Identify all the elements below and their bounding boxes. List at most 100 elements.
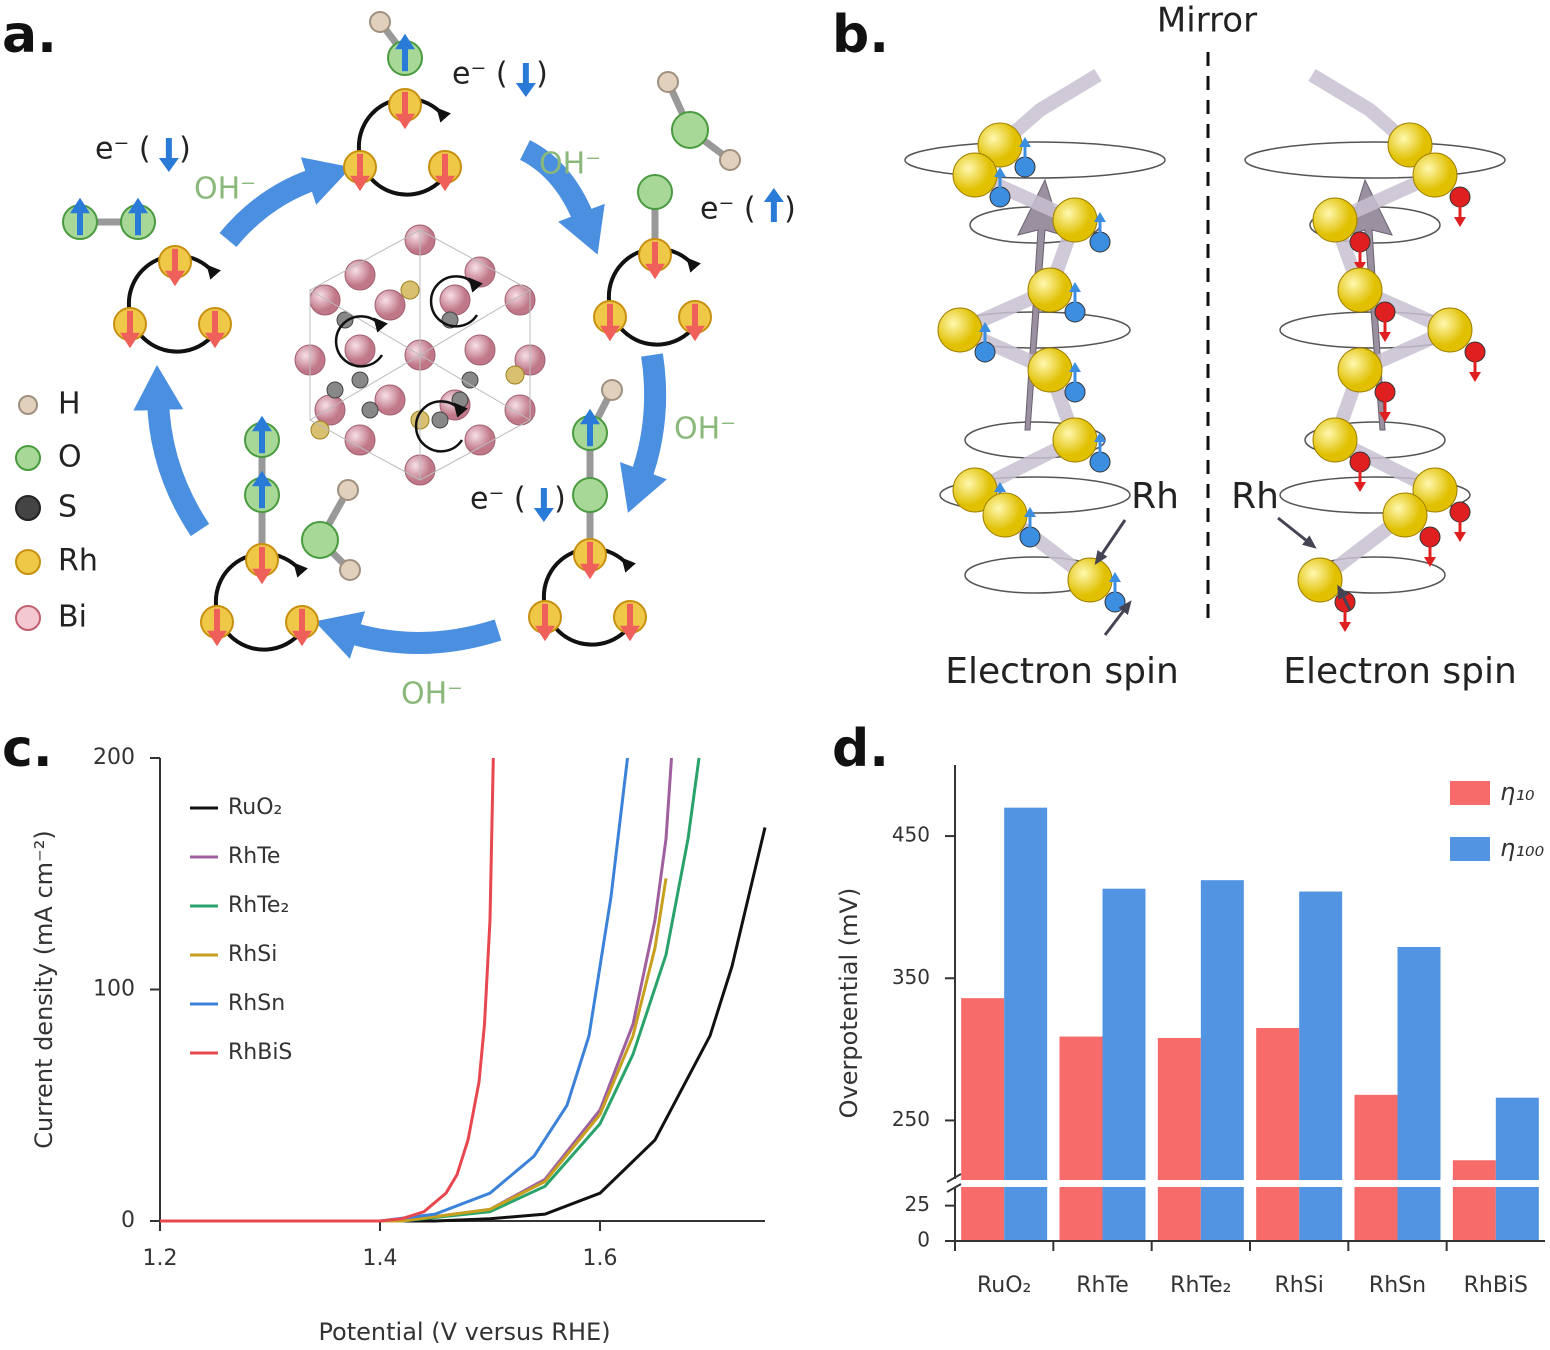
y-tick-label: 450	[892, 823, 930, 847]
spin-head	[515, 83, 536, 97]
orbit-ring	[1279, 476, 1471, 514]
spin-head	[1354, 262, 1366, 272]
rh-sphere	[1387, 122, 1433, 168]
y-tick-label: 200	[93, 745, 135, 770]
bi-atom	[374, 289, 406, 321]
bar	[1256, 1028, 1300, 1241]
spin-head	[1069, 282, 1081, 292]
rh-sphere	[952, 152, 998, 198]
bar	[1157, 1037, 1201, 1241]
rh-sphere	[1052, 197, 1098, 243]
legend-label: Bi	[58, 600, 87, 635]
bi-atom	[314, 394, 346, 426]
bi-atom	[344, 424, 376, 456]
spin-head	[1109, 572, 1121, 582]
spin-head	[1024, 507, 1036, 517]
bar	[1397, 946, 1441, 1241]
x-tick-label: RhSi	[1275, 1273, 1324, 1298]
spin-head	[252, 568, 272, 585]
bar	[1452, 1160, 1496, 1241]
atom	[339, 559, 361, 581]
panel-label: d.	[832, 719, 889, 779]
spin-head	[1379, 332, 1391, 342]
rh-sphere	[1337, 267, 1383, 313]
legend-label: RhSn	[228, 991, 285, 1016]
series-line	[160, 827, 767, 1223]
spin-head	[979, 322, 991, 332]
spin-head	[252, 470, 272, 487]
rh-sphere	[1297, 557, 1343, 603]
bar	[1495, 1097, 1539, 1241]
legend-label: Rh	[58, 544, 98, 579]
bi-atom	[464, 424, 496, 456]
series-line	[160, 878, 668, 1223]
rh-sphere	[1312, 417, 1358, 463]
atom	[15, 549, 41, 575]
spin-head	[435, 175, 455, 192]
bi-atom	[344, 334, 376, 366]
legend-label: RhTe₂	[228, 893, 289, 918]
atom	[369, 11, 391, 33]
panel-b: Mirror Rh Rh Electron spin Electron spin	[904, 1, 1517, 692]
y-axis-title: Overpotential (mV)	[835, 888, 863, 1119]
rh-sphere	[1052, 417, 1098, 463]
spin-head	[292, 630, 312, 647]
axis	[159, 758, 765, 1222]
rh-sphere	[1337, 347, 1383, 393]
atom	[15, 605, 41, 631]
spin-head	[1454, 217, 1466, 227]
atom	[601, 379, 623, 401]
pointer	[1103, 600, 1132, 636]
bi-atom	[464, 256, 496, 288]
bar	[1059, 1036, 1103, 1241]
spin-head	[1094, 212, 1106, 222]
spin-head	[120, 332, 140, 349]
rotation-arrow	[414, 400, 468, 453]
spin-head	[1069, 362, 1081, 372]
legend-label: S	[58, 490, 77, 525]
rh-sphere	[1412, 152, 1458, 198]
hydroxide-label: OH⁻	[401, 677, 463, 712]
legend-label: O	[58, 440, 82, 475]
cycle-arrow	[519, 140, 605, 255]
spin-head	[252, 415, 272, 432]
spin-head	[600, 325, 620, 342]
legend-label: H	[58, 387, 81, 422]
cycle-arrow	[219, 157, 352, 248]
panel-label: c.	[2, 719, 53, 779]
atom	[301, 521, 339, 559]
bi-atom	[464, 334, 496, 366]
atom	[671, 111, 709, 149]
y-tick-label: 250	[892, 1107, 930, 1131]
s-atom	[326, 381, 344, 399]
legend-label: η₁₀₀	[1500, 834, 1544, 862]
atom	[18, 395, 38, 415]
spin-head	[70, 197, 90, 214]
s-atom	[431, 411, 449, 429]
x-tick-label: 1.4	[363, 1246, 398, 1271]
x-tick-label: RhSn	[1369, 1273, 1426, 1298]
pointer	[1337, 584, 1352, 611]
legend-swatch	[1450, 837, 1490, 861]
panel-label: b.	[832, 5, 889, 65]
spin-head	[1454, 532, 1466, 542]
y-tick-label: 100	[93, 977, 135, 1002]
bar	[1102, 888, 1146, 1241]
s-atom	[461, 371, 479, 389]
orbit-ring	[939, 476, 1131, 514]
spin-head	[205, 332, 225, 349]
pointer	[1094, 519, 1127, 565]
spin-head	[533, 508, 554, 522]
series-line	[160, 757, 495, 1223]
rh-sphere	[1067, 557, 1113, 603]
spin-head	[1379, 412, 1391, 422]
y-tick-label: 0	[121, 1208, 135, 1233]
bi-atom	[309, 284, 341, 316]
rh-atom	[400, 280, 420, 300]
y-tick-label: 350	[892, 965, 930, 989]
hydroxide-label: OH⁻	[539, 147, 601, 182]
atom-label: Rh	[1131, 476, 1179, 517]
spin-head	[580, 408, 600, 425]
y-axis-title: Current density (mA cm⁻²)	[30, 830, 58, 1148]
